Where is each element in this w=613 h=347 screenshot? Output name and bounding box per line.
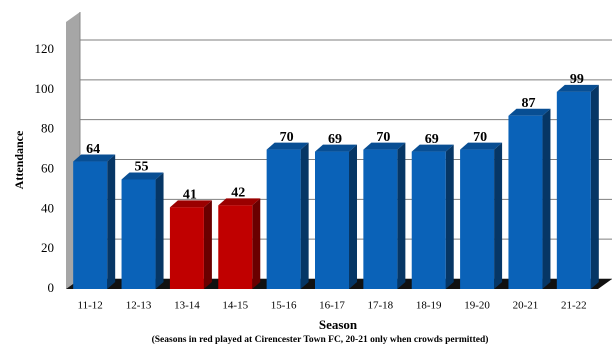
x-tick-label: 16-17 <box>319 300 345 312</box>
x-tick-label: 15-16 <box>271 300 297 312</box>
bar-front <box>218 205 253 289</box>
y-tick-label: 120 <box>35 41 55 56</box>
bar-side <box>397 142 406 289</box>
value-label: 70 <box>473 130 487 145</box>
bar <box>169 200 212 289</box>
bar-front <box>315 151 349 289</box>
bar-front <box>169 207 204 289</box>
bar <box>363 142 406 289</box>
bar-side <box>445 144 454 289</box>
x-tick-label: 20-21 <box>513 300 539 312</box>
bar <box>556 84 599 289</box>
y-axis-label: Attendance <box>12 130 26 189</box>
bar-top <box>121 172 164 180</box>
value-label: 99 <box>570 72 584 87</box>
bar-front <box>73 161 108 289</box>
bar-side <box>300 142 309 289</box>
x-tick-label: 19-20 <box>464 300 490 312</box>
bar-top <box>508 108 551 116</box>
y-tick-label: 40 <box>41 200 54 215</box>
value-label: 41 <box>183 188 197 203</box>
bar <box>315 144 357 289</box>
bar-side <box>107 154 116 289</box>
bar <box>73 154 116 289</box>
note: (Seasons in red played at Cirencester To… <box>152 334 489 345</box>
bar-front <box>266 149 301 289</box>
x-tick-label: 17-18 <box>368 300 394 312</box>
x-tick-label: 21-22 <box>561 300 587 312</box>
bar-top <box>73 154 116 162</box>
value-label: 70 <box>280 130 294 145</box>
y-tick-label: 100 <box>35 81 55 96</box>
bar-side <box>590 84 599 289</box>
bar <box>411 144 454 289</box>
value-label: 64 <box>86 142 100 157</box>
bar-top <box>556 84 599 92</box>
bar-top <box>363 142 406 150</box>
bar-front <box>460 149 495 289</box>
bar-top <box>411 144 454 152</box>
x-tick-label: 11-12 <box>78 300 103 312</box>
value-label: 69 <box>425 132 439 147</box>
bar <box>508 108 551 289</box>
bar-front <box>363 149 398 289</box>
bar <box>266 142 309 289</box>
bar-front <box>508 115 543 289</box>
bar-top <box>460 142 503 150</box>
bar-side <box>349 144 357 289</box>
bar <box>460 142 503 289</box>
value-label: 42 <box>231 186 245 201</box>
y-tick-label: 0 <box>48 280 55 295</box>
bar-side <box>203 200 212 289</box>
y-tick-label: 80 <box>41 121 54 136</box>
bar-top <box>315 144 357 152</box>
x-tick-label: 13-14 <box>174 300 200 312</box>
value-label: 55 <box>135 160 149 175</box>
value-label: 70 <box>376 130 390 145</box>
x-tick-label: 14-15 <box>222 300 248 312</box>
bar-top <box>218 198 261 206</box>
bar <box>218 198 261 289</box>
value-label: 69 <box>328 132 342 147</box>
y-tick-label: 60 <box>41 160 54 175</box>
x-tick-label: 12-13 <box>126 300 152 312</box>
x-axis-label: Season <box>319 317 358 332</box>
bar-top <box>169 200 212 208</box>
y-tick-label: 20 <box>41 240 54 255</box>
bar-top <box>266 142 309 150</box>
bar-side <box>252 198 261 289</box>
bar-side <box>494 142 503 289</box>
bar-side <box>155 172 164 289</box>
bar <box>121 172 164 289</box>
bar-front <box>121 179 156 289</box>
bar-front <box>411 151 446 289</box>
bar-side <box>542 108 551 289</box>
value-label: 87 <box>521 96 535 111</box>
x-tick-label: 18-19 <box>416 300 442 312</box>
bar-front <box>556 91 591 289</box>
